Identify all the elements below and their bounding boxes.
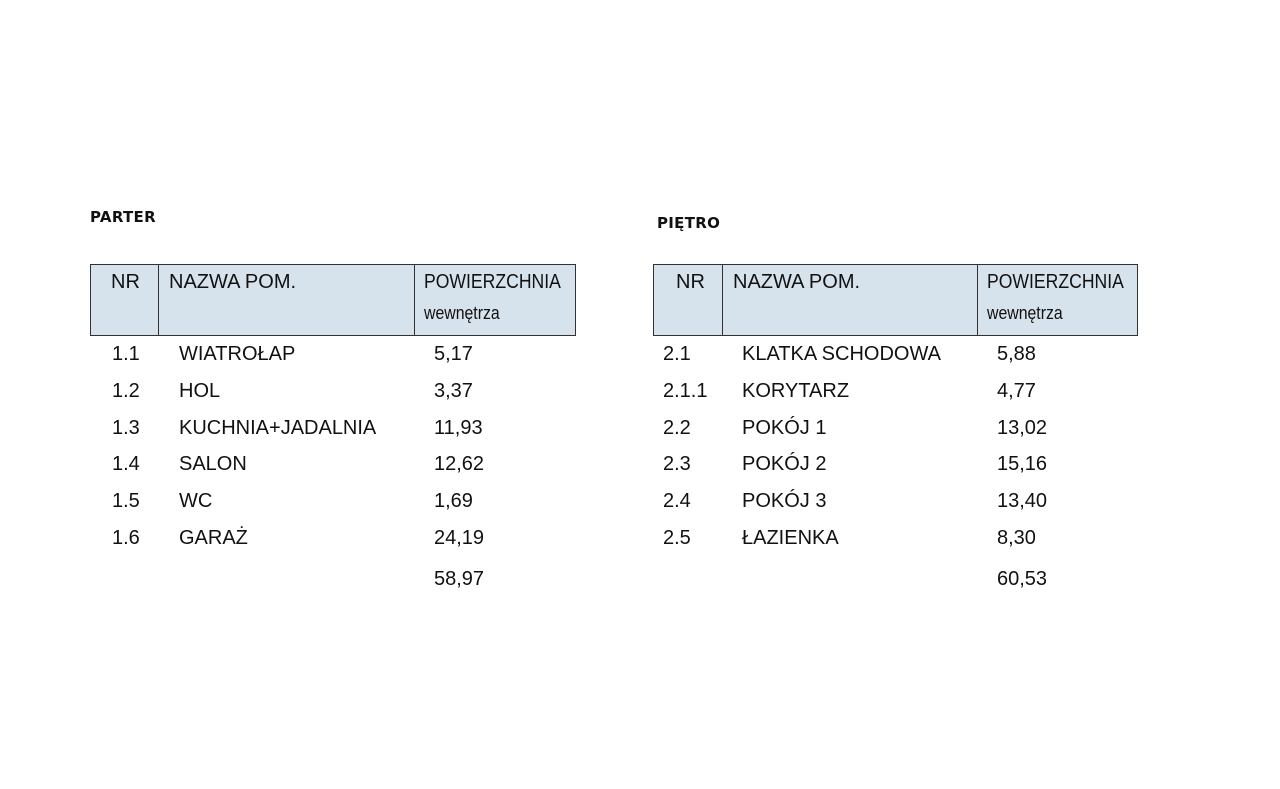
table-row: 2.2 POKÓJ 1 13,02 [0,413,1280,443]
header-nr: NR [676,271,705,293]
header-name: NAZWA POM. [169,271,297,293]
table-row: 2.3 POKÓJ 2 15,16 [0,449,1280,479]
room-area: 13,02 [997,416,1048,439]
room-name: GARAŻ [179,527,248,549]
room-number: 1.5 [112,490,140,513]
room-number: 1.4 [112,453,140,476]
header-area-cell: POWIERZCHNIA wewnętrza [414,265,575,335]
room-area: 24,19 [434,527,485,549]
room-area: 4,77 [997,379,1036,402]
header-nr-cell: NR [91,265,158,335]
total-area: 58,97 [434,568,485,590]
table-row: 1.3 KUCHNIA+JADALNIA 11,93 [0,413,1280,443]
room-name: SALON [179,453,247,476]
table-row: 2.5 ŁAZIENKA 8,30 [0,523,1280,553]
room-name: KORYTARZ [742,379,850,402]
table-row: 2.1.1 KORYTARZ 4,77 [0,376,1280,406]
room-number: 1.6 [112,527,140,549]
header-nr-cell: NR [654,265,722,335]
header-area: POWIERZCHNIA [424,271,561,293]
room-name: KUCHNIA+JADALNIA [179,416,377,439]
room-number: 2.5 [663,527,691,549]
room-area: 8,30 [997,527,1036,549]
table-row: 2.4 POKÓJ 3 13,40 [0,486,1280,516]
room-area: 11,93 [434,416,483,439]
header-area-sub: wewnętrza [987,303,1063,323]
section-title: PIĘTRO [657,214,721,232]
room-number: 1.1 [112,343,140,365]
header-nr: NR [111,271,140,293]
room-area: 15,16 [997,453,1048,476]
total-row: 60,53 [0,564,1280,594]
room-name: WIATROŁAP [179,343,296,365]
room-area: 13,40 [997,490,1048,513]
table-row: 1.2 HOL 3,37 [0,376,1280,406]
room-name: POKÓJ 3 [742,490,827,513]
room-area: 3,37 [434,379,473,402]
header-name: NAZWA POM. [733,271,861,293]
total-row: 58,97 [0,564,1280,594]
room-name: HOL [179,379,221,402]
table-row: 1.4 SALON 12,62 [0,449,1280,479]
room-name: POKÓJ 1 [742,416,827,439]
table-row: 1.6 GARAŻ 24,19 [0,523,1280,553]
table-row: 2.1 KLATKA SCHODOWA 5,88 [0,339,1280,369]
table-header: NR NAZWA POM. POWIERZCHNIA wewnętrza [653,264,1138,336]
header-area: POWIERZCHNIA [987,271,1124,293]
header-name-cell: NAZWA POM. [158,265,414,335]
header-area-cell: POWIERZCHNIA wewnętrza [977,265,1137,335]
room-number: 2.4 [663,490,691,513]
room-number: 2.1.1 [663,379,708,402]
table-row: 1.1 WIATROŁAP 5,17 [0,339,1280,369]
room-name: KLATKA SCHODOWA [742,343,941,365]
header-name-cell: NAZWA POM. [722,265,977,335]
room-name: WC [179,490,213,513]
table-header: NR NAZWA POM. POWIERZCHNIA wewnętrza [90,264,576,336]
total-area: 60,53 [997,568,1048,590]
room-area: 12,62 [434,453,485,476]
room-number: 1.2 [112,379,140,402]
room-area: 1,69 [434,490,473,513]
room-number: 1.3 [112,416,140,439]
room-name: POKÓJ 2 [742,453,827,476]
room-area: 5,17 [434,343,473,365]
room-number: 2.2 [663,416,691,439]
room-area: 5,88 [997,343,1036,365]
room-number: 2.1 [663,343,691,365]
section-title: PARTER [90,208,156,226]
table-row: 1.5 WC 1,69 [0,486,1280,516]
room-name: ŁAZIENKA [742,527,839,549]
room-number: 2.3 [663,453,691,476]
header-area-sub: wewnętrza [424,303,500,323]
